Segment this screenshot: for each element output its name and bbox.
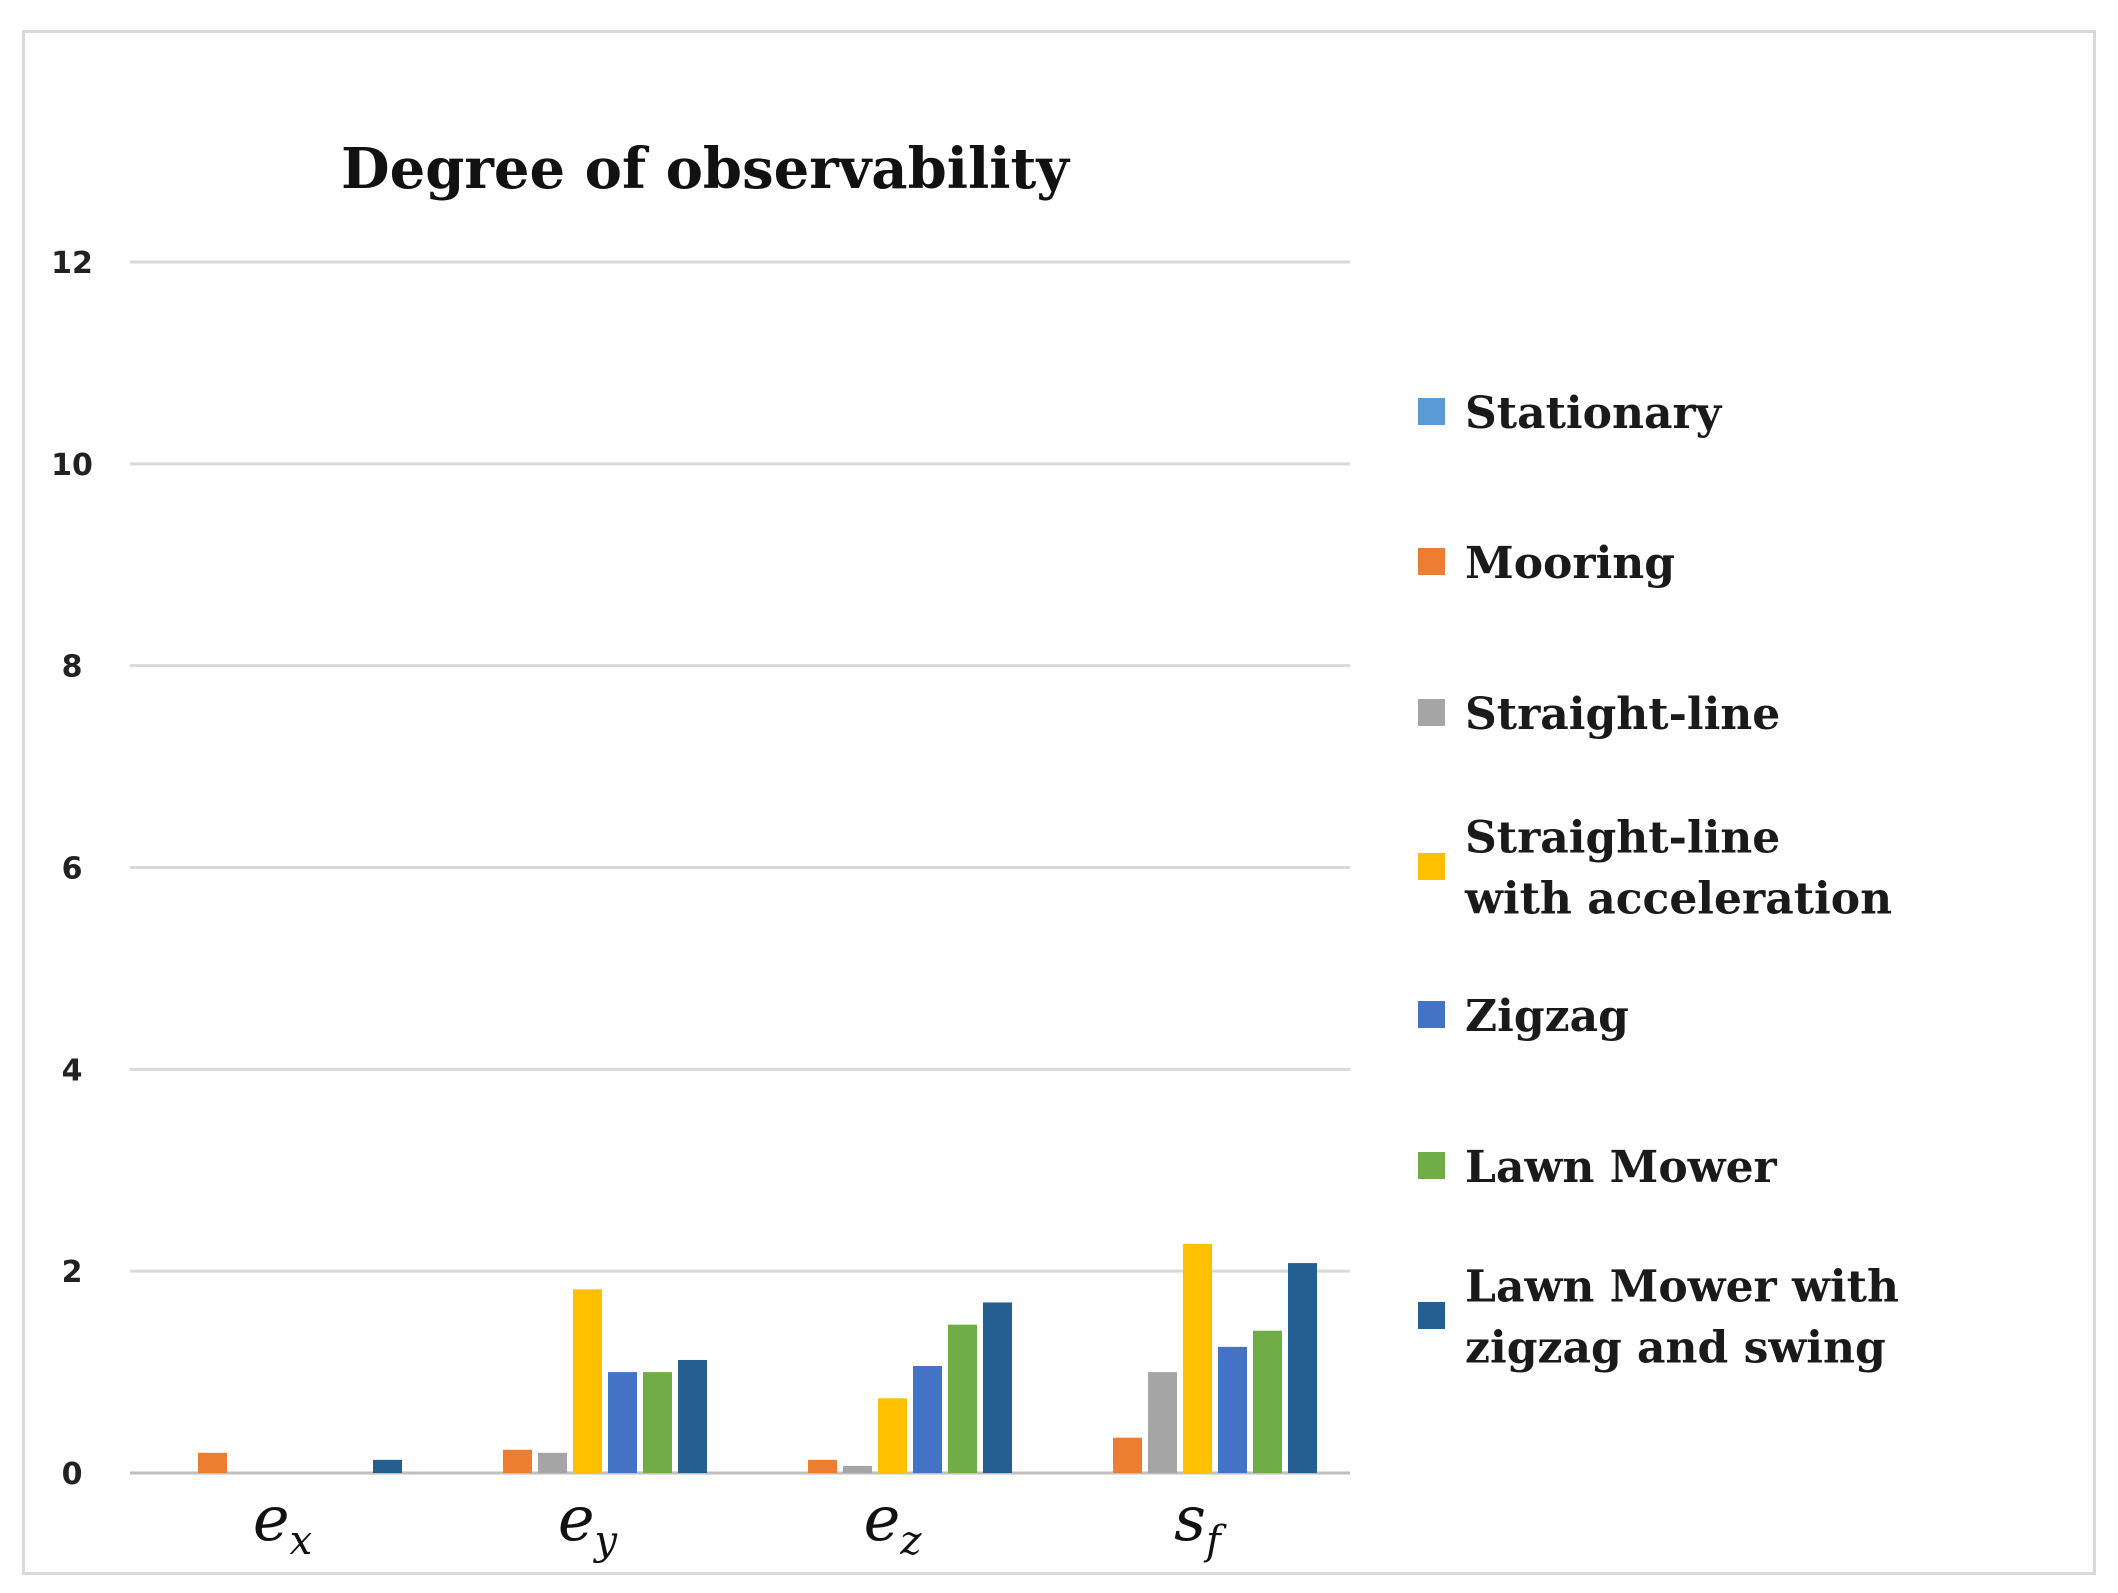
bar — [983, 1302, 1012, 1473]
legend-label: Mooring — [1465, 538, 1675, 589]
y-tick-label: 12 — [51, 246, 93, 281]
bar — [198, 1452, 227, 1473]
chart-title: Degree of observability — [341, 136, 1070, 202]
y-tick-label: 10 — [51, 448, 93, 483]
chart-frame — [22, 30, 2096, 1575]
legend-label: Stationary — [1465, 388, 1723, 439]
bar — [1183, 1243, 1212, 1473]
legend-swatch — [1418, 853, 1445, 880]
bar — [878, 1398, 907, 1473]
x-tick-label: ez — [864, 1482, 923, 1564]
bar — [643, 1372, 672, 1473]
bar — [1218, 1346, 1247, 1473]
bar — [948, 1324, 977, 1473]
bar — [1113, 1437, 1142, 1473]
legend-label: with acceleration — [1464, 874, 1892, 925]
legend-item: Lawn Mower — [1418, 1142, 1778, 1193]
bar — [1148, 1372, 1177, 1473]
legend-item: Straight-line with acceleration — [1418, 813, 1892, 925]
y-tick-label: 4 — [62, 1053, 83, 1088]
legend-swatch — [1418, 699, 1445, 726]
x-tick-label: ey — [558, 1482, 619, 1564]
x-axis-ticks: ex ey ez sf — [253, 1482, 1227, 1564]
legend-label: Straight-line — [1465, 689, 1780, 740]
bar — [678, 1359, 707, 1473]
legend-item: Lawn Mower with zigzag and swing — [1418, 1262, 1899, 1374]
legend-item: Zigzag — [1418, 991, 1629, 1042]
x-tick-label: ex — [253, 1482, 312, 1564]
legend-label: Zigzag — [1465, 991, 1629, 1042]
y-tick-label: 8 — [62, 650, 83, 685]
legend-swatch — [1418, 1001, 1445, 1028]
legend-item: Mooring — [1418, 538, 1675, 589]
legend-swatch — [1418, 1152, 1445, 1179]
legend-swatch — [1418, 548, 1445, 575]
bar — [538, 1452, 567, 1473]
legend-item: Stationary — [1418, 388, 1723, 439]
bar — [608, 1372, 637, 1473]
bar — [373, 1459, 402, 1473]
bar — [573, 1289, 602, 1473]
y-axis-ticks: 0 2 4 6 8 10 12 — [51, 246, 93, 1492]
x-tick-label: sf — [1174, 1482, 1227, 1564]
legend-item: Straight-line — [1418, 689, 1780, 740]
bars — [198, 1243, 1317, 1473]
gridlines — [130, 260, 1350, 1475]
bar — [1253, 1330, 1282, 1473]
bar — [1288, 1263, 1317, 1473]
legend-label: Lawn Mower with — [1465, 1262, 1899, 1313]
legend: StationaryMooringStraight-lineStraight-l… — [1418, 388, 1899, 1374]
legend-label: zigzag and swing — [1465, 1323, 1886, 1374]
legend-label: Straight-line — [1465, 813, 1780, 864]
bar — [843, 1465, 872, 1473]
bar — [808, 1459, 837, 1473]
legend-swatch — [1418, 398, 1445, 425]
y-tick-label: 0 — [62, 1457, 83, 1492]
bar — [913, 1366, 942, 1473]
y-tick-label: 6 — [62, 852, 83, 887]
legend-label: Lawn Mower — [1465, 1142, 1778, 1193]
legend-swatch — [1418, 1302, 1445, 1329]
y-tick-label: 2 — [62, 1255, 83, 1290]
bar — [503, 1449, 532, 1473]
